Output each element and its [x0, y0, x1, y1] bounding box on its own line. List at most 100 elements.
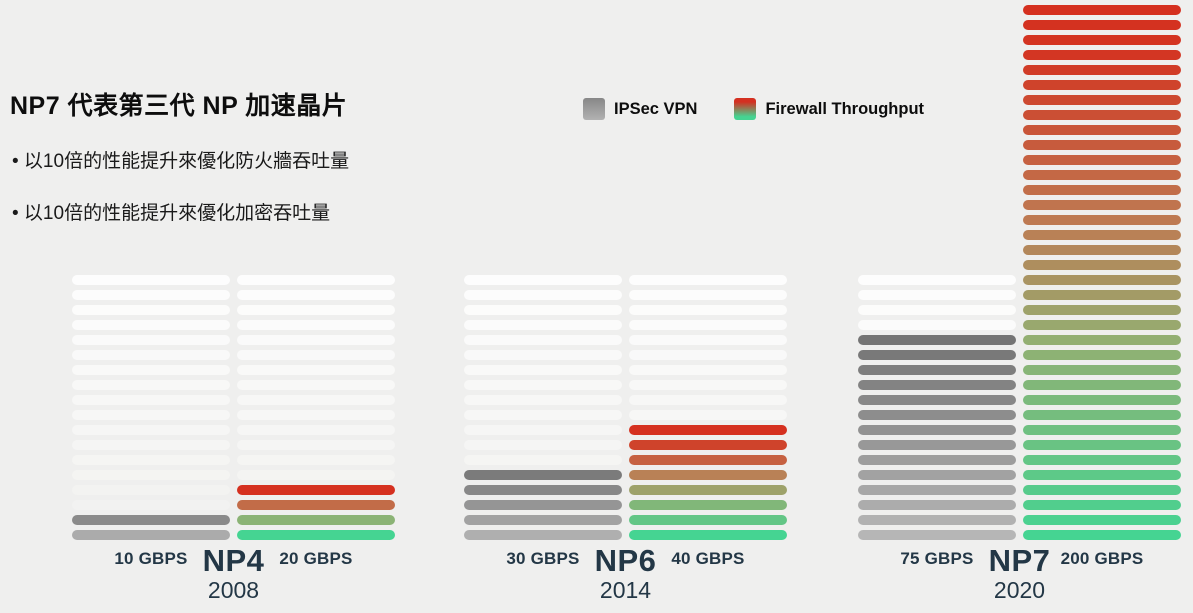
ipsec-stripe [858, 335, 1016, 345]
bar-columns-np6 [464, 0, 787, 540]
value-label-np4-firewall: 20 GBPS [279, 549, 353, 568]
ipsec-stripe [464, 500, 622, 510]
placeholder-stripe [237, 425, 395, 435]
placeholder-stripe [858, 305, 1016, 315]
ipsec-stripe [858, 530, 1016, 540]
firewall-stripe [237, 485, 395, 495]
ipsec-stripe [464, 530, 622, 540]
firewall-stripe [1023, 290, 1181, 300]
legend-item-firewall: Firewall Throughput [734, 98, 924, 120]
placeholder-stripe [237, 275, 395, 285]
placeholder-stripe [72, 305, 230, 315]
firewall-stripe [1023, 530, 1181, 540]
firewall-stripe [1023, 5, 1181, 15]
value-label-np6-ipsec: 30 GBPS [506, 549, 580, 568]
firewall-stripe [1023, 350, 1181, 360]
red-green-gradient-swatch [734, 98, 757, 120]
bullet-firewall-throughput: • 以10倍的性能提升來優化防火牆吞吐量 [12, 151, 350, 172]
bar-group-np7: 75 GBPS 200 GBPS NP7 2020 [858, 0, 1181, 613]
legend-label-firewall: Firewall Throughput [765, 99, 925, 118]
placeholder-stripe [237, 305, 395, 315]
gray-gradient-swatch [583, 98, 605, 120]
firewall-stripe [1023, 260, 1181, 270]
firewall-bar-np4 [237, 270, 395, 540]
placeholder-stripe [72, 395, 230, 405]
firewall-stripe [629, 515, 787, 525]
firewall-stripe [629, 425, 787, 435]
bar-columns-np4 [72, 0, 395, 540]
firewall-stripe [1023, 200, 1181, 210]
category-label-np6: NP6 [594, 543, 657, 578]
placeholder-stripe [464, 395, 622, 405]
firewall-stripe [237, 515, 395, 525]
placeholder-stripe [72, 470, 230, 480]
placeholder-stripe [72, 350, 230, 360]
placeholder-stripe [237, 365, 395, 375]
placeholder-stripe [858, 320, 1016, 330]
firewall-stripe [629, 440, 787, 450]
placeholder-stripe [629, 275, 787, 285]
firewall-stripe [1023, 35, 1181, 45]
placeholder-stripe [464, 290, 622, 300]
firewall-stripe [1023, 155, 1181, 165]
firewall-stripe [1023, 140, 1181, 150]
ipsec-stripe [858, 485, 1016, 495]
firewall-stripe [1023, 245, 1181, 255]
firewall-stripe [1023, 110, 1181, 120]
year-label-np6: 2014 [599, 577, 652, 603]
firewall-stripe [1023, 410, 1181, 420]
placeholder-stripe [629, 380, 787, 390]
firewall-stripe [1023, 50, 1181, 60]
placeholder-stripe [464, 335, 622, 345]
year-label-np7: 2020 [993, 577, 1046, 603]
firewall-stripe [1023, 170, 1181, 180]
ipsec-stripe [72, 515, 230, 525]
ipsec-bar-np7 [858, 270, 1016, 540]
firewall-bar-np7 [1023, 0, 1181, 540]
ipsec-stripe [858, 515, 1016, 525]
ipsec-bar-np4 [72, 270, 230, 540]
page-title: NP7 代表第三代 NP 加速晶片 [10, 92, 348, 120]
placeholder-stripe [464, 425, 622, 435]
category-label-np4: NP4 [202, 543, 265, 578]
placeholder-stripe [464, 380, 622, 390]
ipsec-stripe [858, 395, 1016, 405]
firewall-stripe [629, 485, 787, 495]
placeholder-stripe [464, 455, 622, 465]
ipsec-stripe [464, 485, 622, 495]
placeholder-stripe [72, 365, 230, 375]
firewall-stripe [1023, 425, 1181, 435]
ipsec-bar-np6 [464, 270, 622, 540]
firewall-stripe [1023, 215, 1181, 225]
placeholder-stripe [464, 365, 622, 375]
placeholder-stripe [237, 335, 395, 345]
placeholder-stripe [72, 425, 230, 435]
category-label-np7: NP7 [988, 543, 1051, 578]
ipsec-stripe [858, 365, 1016, 375]
placeholder-stripe [72, 335, 230, 345]
placeholder-stripe [464, 350, 622, 360]
firewall-stripe [1023, 395, 1181, 405]
placeholder-stripe [629, 350, 787, 360]
firewall-stripe [629, 500, 787, 510]
firewall-stripe [1023, 515, 1181, 525]
firewall-stripe [1023, 320, 1181, 330]
placeholder-stripe [629, 395, 787, 405]
placeholder-stripe [72, 455, 230, 465]
placeholder-stripe [464, 410, 622, 420]
ipsec-stripe [858, 350, 1016, 360]
placeholder-stripe [72, 485, 230, 495]
firewall-stripe [629, 455, 787, 465]
bullet-encryption-throughput: • 以10倍的性能提升來優化加密吞吐量 [12, 203, 331, 224]
placeholder-stripe [858, 275, 1016, 285]
ipsec-stripe [858, 425, 1016, 435]
placeholder-stripe [237, 440, 395, 450]
year-label-np4: 2008 [207, 577, 260, 603]
ipsec-stripe [858, 500, 1016, 510]
ipsec-stripe [858, 380, 1016, 390]
placeholder-stripe [629, 365, 787, 375]
firewall-stripe [1023, 305, 1181, 315]
firewall-stripe [1023, 95, 1181, 105]
chart-legend: IPSec VPN Firewall Throughput [583, 98, 924, 120]
legend-label-ipsec: IPSec VPN [614, 99, 698, 118]
